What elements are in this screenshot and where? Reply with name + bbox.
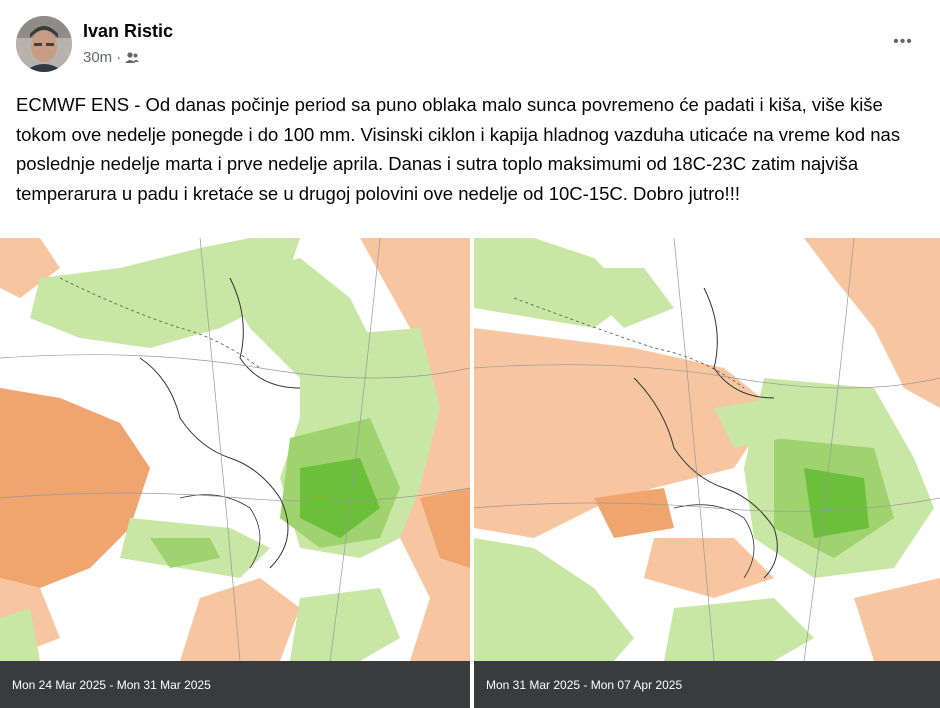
more-options-button[interactable]: •••: [884, 28, 922, 56]
post-meta: 30m ·: [83, 49, 140, 66]
map-caption-bar-2: Mon 31 Mar 2025 - Mon 07 Apr 2025: [474, 661, 940, 708]
post-header: Ivan Ristic 30m · •••: [0, 0, 940, 80]
map-divider: [470, 238, 474, 708]
map-caption-1: Mon 24 Mar 2025 - Mon 31 Mar 2025: [12, 677, 211, 692]
profile-photo-icon: [16, 16, 72, 72]
map-panel-1[interactable]: Mon 24 Mar 2025 - Mon 31 Mar 2025: [0, 238, 470, 708]
post-text: ECMWF ENS - Od danas počinje period sa p…: [16, 94, 901, 204]
more-options-icon: •••: [893, 33, 913, 50]
precipitation-anomaly-map-2: [474, 238, 940, 661]
friends-icon[interactable]: [125, 51, 140, 64]
meta-separator: ·: [116, 49, 122, 66]
map-caption-bar-1: Mon 24 Mar 2025 - Mon 31 Mar 2025: [0, 661, 470, 708]
author-name[interactable]: Ivan Ristic: [83, 21, 174, 41]
map-caption-2: Mon 31 Mar 2025 - Mon 07 Apr 2025: [486, 677, 683, 692]
post-time[interactable]: 30m: [83, 49, 113, 66]
map-gallery[interactable]: Mon 24 Mar 2025 - Mon 31 Mar 2025: [0, 238, 940, 708]
precipitation-anomaly-map-1: [0, 238, 470, 661]
avatar[interactable]: [16, 16, 72, 72]
map-panel-2[interactable]: Mon 31 Mar 2025 - Mon 07 Apr 2025: [474, 238, 940, 708]
